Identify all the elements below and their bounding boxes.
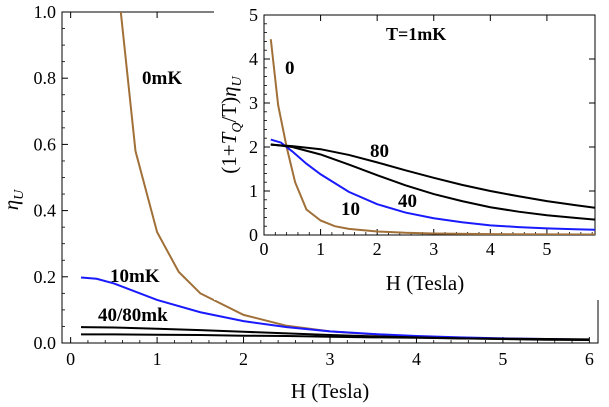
inset-series-line-10 [270, 138, 595, 231]
inset-x-tick-label: 1 [316, 239, 325, 259]
main-y-tick-label: 0.8 [34, 68, 57, 88]
inset-x-tick-label: 3 [429, 239, 438, 259]
inset-y-tick-label: 0 [249, 225, 258, 245]
main-x-tick-label: 1 [153, 349, 162, 369]
main-y-tick-label: 0.4 [34, 201, 57, 221]
annotation-10mk: 10mK [110, 266, 160, 287]
main-plot: 0 1 2 3 4 5 6 0.0 0.2 0.4 0.6 0.8 1.0 H (Tesla) ηU 0… [0, 2, 599, 403]
main-x-tick-label: 0 [66, 349, 75, 369]
inset-y-tick-label: 4 [249, 49, 258, 69]
inset-series-line-40 [270, 143, 595, 221]
main-y-tick-label: 1.0 [34, 2, 57, 22]
annotation-40-80mk: 40/80mk [98, 305, 168, 326]
main-x-tick-label: 5 [498, 349, 507, 369]
annotation-0mk: 0mK [142, 68, 182, 89]
inset-annotation-80: 80 [370, 141, 389, 162]
main-x-tick-label: 3 [326, 349, 335, 369]
inset-y-axis-title: (1+TQ/T)ηU [217, 75, 245, 173]
inset-x-axis-title: H (Tesla) [386, 271, 464, 295]
inset-plot-frame [263, 14, 596, 236]
inset-series-line-80 [270, 143, 595, 209]
inset-y-tick-label: 3 [249, 93, 258, 113]
main-x-axis-title: H (Tesla) [291, 379, 369, 403]
main-x-tick-label: 2 [239, 349, 248, 369]
main-series-line-80mk [81, 333, 590, 341]
inset-background [214, 8, 607, 300]
main-y-tick-label: 0.6 [34, 134, 57, 154]
inset-annotation-0: 0 [285, 58, 295, 79]
inset-x-tick-label: 4 [486, 239, 495, 259]
inset-y-tick-label: 1 [249, 181, 258, 201]
inset-annotation-10: 10 [341, 199, 360, 220]
main-x-tick-label: 6 [585, 349, 594, 369]
inset-y-tick-label: 5 [249, 5, 258, 25]
inset-annotation-40: 40 [398, 191, 417, 212]
inset-x-tick-label: 0 [260, 239, 269, 259]
inset-title: T=1mK [386, 24, 446, 44]
main-y-axis-title: ηU [0, 189, 27, 210]
inset-series [269, 39, 595, 235]
inset-series-line-0 [269, 39, 595, 235]
inset-y-tick-label: 2 [249, 137, 258, 157]
main-y-tick-label: 0.2 [34, 267, 57, 287]
main-x-tick-label: 4 [412, 349, 421, 369]
main-y-tick-label: 0.0 [34, 333, 57, 353]
inset-x-tick-label: 2 [373, 239, 382, 259]
main-series [80, 12, 590, 342]
inset-x-tick-label: 5 [542, 239, 551, 259]
